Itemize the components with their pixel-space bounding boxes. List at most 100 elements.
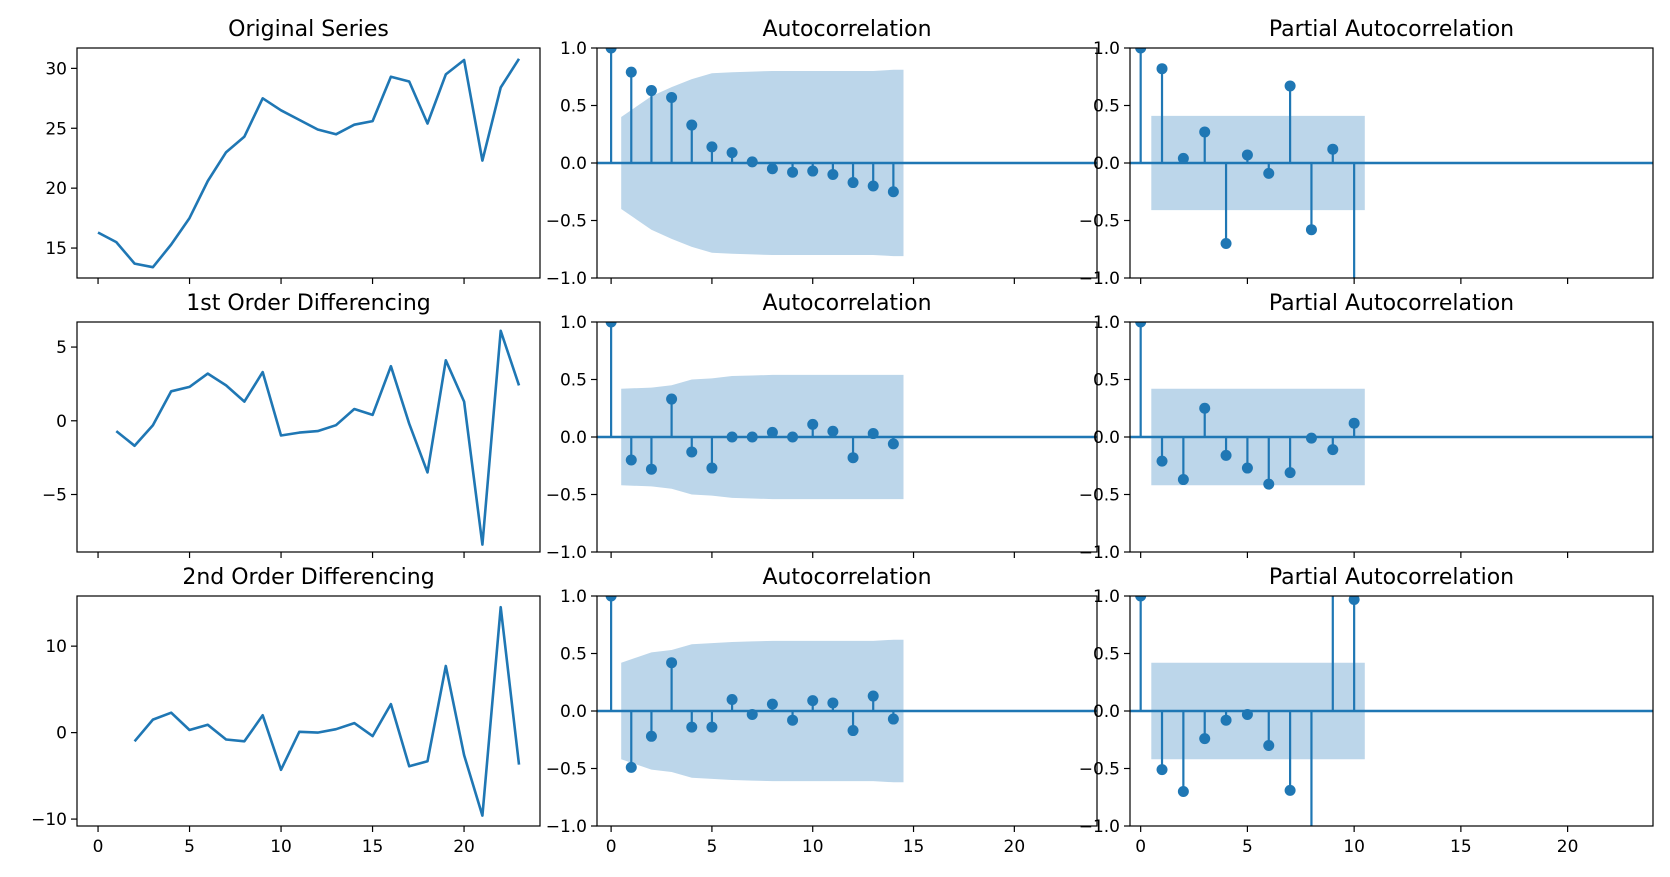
y-tick-label: 15 xyxy=(45,239,67,259)
stem-marker xyxy=(1135,322,1147,328)
series-line xyxy=(97,58,521,269)
stem-marker xyxy=(1263,478,1275,490)
plot-area xyxy=(1130,48,1653,278)
y-tick-label: 0.0 xyxy=(1093,154,1120,174)
stem-marker xyxy=(1177,786,1189,797)
y-tick-label: 0 xyxy=(56,724,67,744)
stem-marker xyxy=(625,66,637,78)
stem-marker xyxy=(605,48,617,54)
y-tick-label: 0.5 xyxy=(1093,645,1120,665)
subplot-2-1: 1st Order Differencing −5 0 5 xyxy=(42,291,541,558)
y-tick-label: −0.5 xyxy=(1079,760,1120,780)
plot-area xyxy=(1130,322,1653,490)
y-tick-label: 1.0 xyxy=(1093,39,1120,59)
stem-marker xyxy=(1327,533,1338,544)
subplot-1-3: Partial Autocorrelation −1.0 −0.5 0.0 0.5 1.0 xyxy=(1079,17,1654,289)
y-tick-label: 30 xyxy=(45,59,67,79)
y-tick-label: 0.0 xyxy=(560,154,587,174)
stem-marker xyxy=(1177,152,1189,164)
stem-marker xyxy=(887,438,899,450)
stem-marker xyxy=(1199,402,1211,414)
stem-marker xyxy=(766,163,778,175)
y-tick-label: −0.5 xyxy=(1079,486,1120,506)
x-tick-label: 20 xyxy=(1557,837,1579,857)
y-tick-label: −1.0 xyxy=(546,543,587,563)
y-tick-label: 0.5 xyxy=(560,371,587,391)
series-line xyxy=(133,605,521,817)
subplot-2-3: Partial Autocorrelation −1.0 −0.5 0.0 0.5 1.0 xyxy=(1079,291,1654,563)
y-tick-label: 0.0 xyxy=(1093,702,1120,722)
stem-marker xyxy=(807,695,819,707)
stem-marker xyxy=(645,730,657,742)
y-tick-label: 0.5 xyxy=(1093,371,1120,391)
axes-frame xyxy=(76,321,541,553)
stem-marker xyxy=(1220,238,1232,249)
y-tick-label: 0.5 xyxy=(560,645,587,665)
stem-marker xyxy=(1156,63,1168,75)
stem-marker xyxy=(1241,708,1253,720)
y-tick-label: 0.0 xyxy=(1093,428,1120,448)
stem-marker xyxy=(1263,740,1275,751)
stem-marker xyxy=(726,147,738,159)
stem-marker xyxy=(686,721,698,733)
x-tick-label: 5 xyxy=(1242,837,1253,857)
y-tick-label: −10 xyxy=(31,810,67,830)
x-tick-label: 20 xyxy=(1004,837,1026,857)
stem-marker xyxy=(605,596,617,602)
stem-marker xyxy=(706,721,718,733)
subplot-title: Autocorrelation xyxy=(762,291,931,316)
stem-marker xyxy=(706,462,718,474)
stem-marker xyxy=(666,91,678,103)
stem-marker xyxy=(645,85,657,97)
stem-marker xyxy=(1284,784,1296,796)
stem-marker xyxy=(766,426,778,438)
stem-marker xyxy=(1305,432,1317,444)
y-tick-label: 1.0 xyxy=(560,313,587,333)
y-tick-label: −1.0 xyxy=(1079,817,1120,837)
y-tick-label: 1.0 xyxy=(560,39,587,59)
stem-marker xyxy=(1220,449,1232,461)
stem-marker xyxy=(1348,596,1360,605)
stem-marker xyxy=(1241,462,1253,474)
subplot-title: Autocorrelation xyxy=(762,17,931,42)
subplot-3-3: Partial Autocorrelation −1.0 −0.5 0.0 0.5 1.0… xyxy=(1079,533,1654,857)
subplot-1-1: Original Series 15 20 25 30 xyxy=(45,17,541,284)
x-tick-label: 0 xyxy=(93,837,104,857)
stem-marker xyxy=(867,180,879,192)
stem-marker xyxy=(746,431,758,443)
subplot-title: Partial Autocorrelation xyxy=(1269,291,1514,316)
plot-area xyxy=(97,58,521,269)
subplot-title: Partial Autocorrelation xyxy=(1269,17,1514,42)
x-tick-label: 0 xyxy=(1135,837,1146,857)
x-tick-label: 5 xyxy=(184,837,195,857)
stem-marker xyxy=(605,322,617,328)
stem-marker xyxy=(887,713,899,725)
x-tick-label: 15 xyxy=(1450,837,1472,857)
y-tick-label: 20 xyxy=(45,179,67,199)
stem-marker xyxy=(1241,149,1253,161)
stem-marker xyxy=(1263,167,1275,179)
plot-area xyxy=(133,605,521,817)
y-tick-label: 1.0 xyxy=(1093,313,1120,333)
stem-marker xyxy=(1156,764,1168,776)
stem-marker xyxy=(666,657,678,669)
subplot-3-1: 2nd Order Differencing −10 0 10 0 5 10 15 20 xyxy=(31,565,541,857)
stem-marker xyxy=(1284,467,1296,479)
stem-marker xyxy=(847,452,859,464)
stem-marker xyxy=(867,690,879,702)
subplot-title: Partial Autocorrelation xyxy=(1269,565,1514,590)
y-tick-label: −0.5 xyxy=(546,212,587,232)
stem-marker xyxy=(666,393,678,405)
stem-marker xyxy=(847,725,859,737)
subplot-title: Original Series xyxy=(228,17,389,42)
y-tick-label: −1.0 xyxy=(1079,269,1120,289)
axes-frame xyxy=(76,595,541,827)
x-tick-label: 10 xyxy=(802,837,824,857)
subplot-3-2: Autocorrelation −1.0 −0.5 0.0 0.5 1.0 0 5 10 15 20 xyxy=(546,565,1098,857)
stem-marker xyxy=(1156,455,1168,467)
stem-marker xyxy=(645,463,657,475)
stem-marker xyxy=(1327,143,1339,155)
subplot-1-2: Autocorrelation −1.0 −0.5 0.0 0.5 1.0 xyxy=(546,17,1098,289)
stem-marker xyxy=(787,431,799,443)
